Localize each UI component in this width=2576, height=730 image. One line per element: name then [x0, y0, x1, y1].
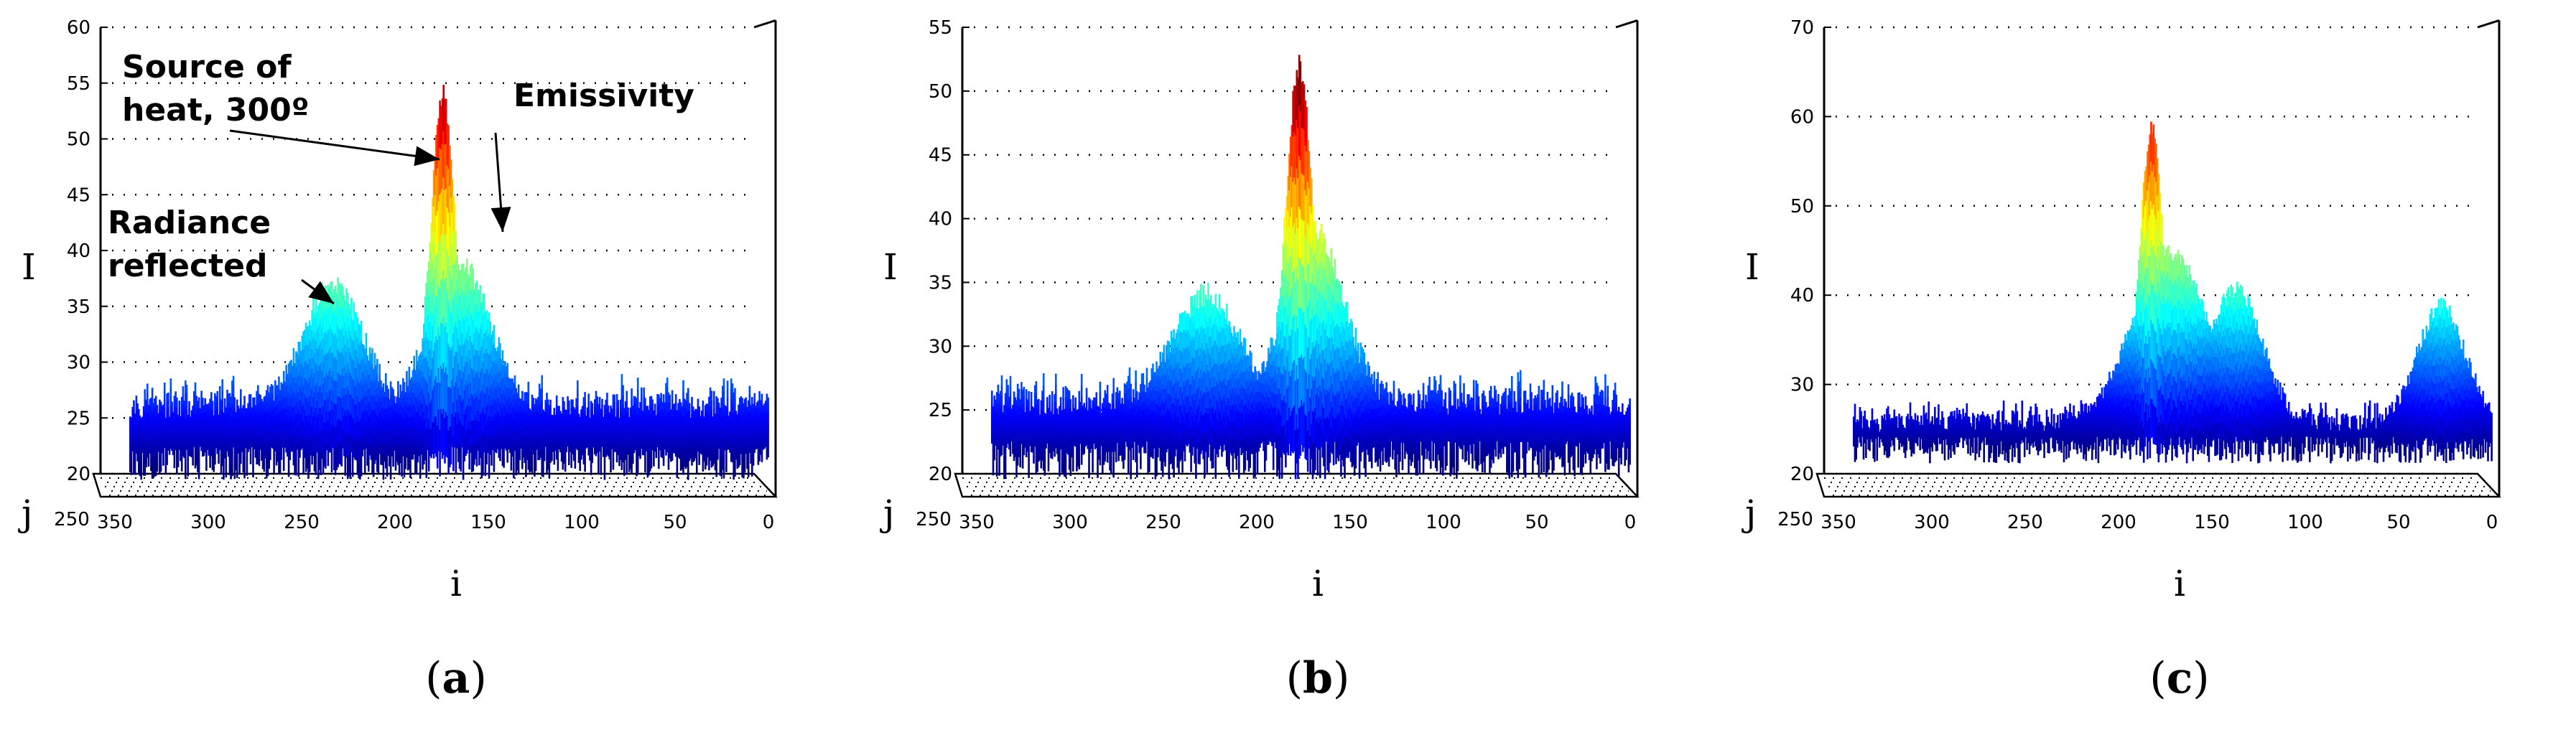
z-tick-label: 50 [929, 81, 952, 103]
z-tick-label: 45 [929, 145, 952, 167]
surface-plot [991, 55, 1631, 479]
z-tick-label: 30 [929, 336, 952, 357]
x-tick-label: 350 [97, 512, 133, 533]
z-tick-label: 25 [67, 408, 90, 429]
annotation: Radiance reflected [108, 205, 335, 305]
annotation-text: Radiance [108, 205, 271, 241]
z-axis-label: I [883, 246, 898, 288]
z-tick-label: 25 [929, 400, 952, 421]
chart-svg-c: 20 30 40 50 60 70 350 300 250 200 150 100 50 0 250 Ij i (… [1742, 17, 2501, 703]
x-tick-label: 200 [377, 512, 413, 533]
z-tick-label: 70 [1790, 17, 1814, 39]
top-wall-edge [753, 19, 776, 29]
annotation-arrowhead [490, 207, 511, 232]
annotation-text: heat, 300º [122, 92, 310, 128]
x-tick-label: 50 [1525, 512, 1548, 533]
z-tick-label: 35 [929, 272, 952, 294]
x-tick-label: 350 [959, 512, 995, 533]
annotation-text: Emissivity [513, 78, 694, 114]
surface-plot [1853, 121, 2493, 464]
z-tick-label: 55 [929, 17, 952, 39]
floor-dots [101, 477, 771, 496]
y-axis-label: j [18, 492, 33, 534]
z-tick-label: 20 [67, 464, 90, 485]
x-tick-label: 150 [1332, 512, 1368, 533]
annotation-text: reflected [108, 248, 267, 284]
x-tick-label: 200 [2101, 512, 2136, 533]
top-wall-edge [1615, 19, 1638, 29]
x-tick-label: 150 [2194, 512, 2230, 533]
x-tick-label: 250 [1145, 512, 1181, 533]
chart-svg-b: 20 25 30 35 40 45 50 55 350 300 250 200 150 100 50 0 250… [880, 17, 1640, 703]
x-tick-label: 0 [2486, 512, 2498, 533]
x-axis-label: i [450, 563, 462, 604]
floor-dots [1824, 477, 2495, 496]
z-tick-label: 50 [1790, 196, 1814, 217]
x-tick-label: 100 [1426, 512, 1461, 533]
annotation: Source of heat, 300º [122, 49, 440, 167]
annotation-arrow [229, 129, 440, 161]
panel-caption: (c) [2149, 653, 2209, 703]
annotation-arrowhead [308, 281, 334, 304]
z-tick-label: 30 [1790, 375, 1814, 396]
x-axis-label: i [2174, 563, 2185, 604]
y-axis-label: j [1742, 492, 1757, 534]
x-tick-label: 100 [2287, 512, 2323, 533]
z-tick-label: 30 [67, 352, 90, 374]
z-tick-label: 40 [67, 240, 90, 262]
x-tick-label: 300 [190, 512, 226, 533]
x-tick-label: 200 [1239, 512, 1275, 533]
y-tick-label: 250 [1777, 509, 1813, 530]
y-tick-label: 250 [54, 509, 90, 530]
panel-caption: (b) [1286, 653, 1350, 703]
z-tick-label: 20 [1790, 464, 1814, 485]
chart-panel-a: 20 25 30 35 40 45 50 55 60 350 300 250 200 150 100 50 0 2… [0, 0, 855, 730]
x-tick-label: 0 [763, 512, 775, 533]
top-wall-edge [2477, 19, 2500, 29]
x-tick-label: 0 [1624, 512, 1637, 533]
chart-panel-b: 20 25 30 35 40 45 50 55 350 300 250 200 150 100 50 0 250… [862, 0, 1716, 730]
x-tick-label: 150 [470, 512, 506, 533]
floor-plane [92, 472, 778, 498]
annotation-text: Source of [122, 49, 292, 85]
x-tick-label: 350 [1821, 512, 1856, 533]
z-tick-label: 55 [67, 73, 90, 95]
chart-svg-a: 20 25 30 35 40 45 50 55 60 350 300 250 200 150 100 50 0 2… [18, 17, 778, 703]
x-tick-label: 300 [1052, 512, 1088, 533]
z-axis-label: I [1745, 246, 1759, 288]
x-tick-label: 50 [2386, 512, 2410, 533]
floor-plane [1815, 472, 2501, 498]
x-tick-label: 300 [1914, 512, 1950, 533]
x-axis-label: i [1312, 563, 1324, 604]
annotation-arrowhead [414, 146, 440, 167]
y-tick-label: 250 [916, 509, 952, 530]
y-axis-label: j [880, 492, 895, 534]
x-tick-label: 250 [284, 512, 320, 533]
z-tick-label: 50 [67, 129, 90, 151]
x-tick-label: 50 [663, 512, 687, 533]
z-tick-label: 35 [67, 296, 90, 318]
z-tick-label: 40 [929, 209, 952, 230]
floor-dots [962, 477, 1633, 496]
z-axis-label: I [22, 246, 36, 288]
z-tick-label: 20 [929, 464, 952, 485]
z-tick-label: 45 [67, 184, 90, 206]
x-tick-label: 250 [2007, 512, 2043, 533]
z-tick-label: 60 [67, 17, 90, 39]
annotation: Emissivity [490, 78, 694, 233]
panel-caption: (a) [425, 653, 487, 703]
z-tick-label: 40 [1790, 285, 1814, 306]
z-tick-label: 60 [1790, 106, 1814, 128]
x-tick-label: 100 [564, 512, 600, 533]
surface-plot [129, 85, 769, 480]
